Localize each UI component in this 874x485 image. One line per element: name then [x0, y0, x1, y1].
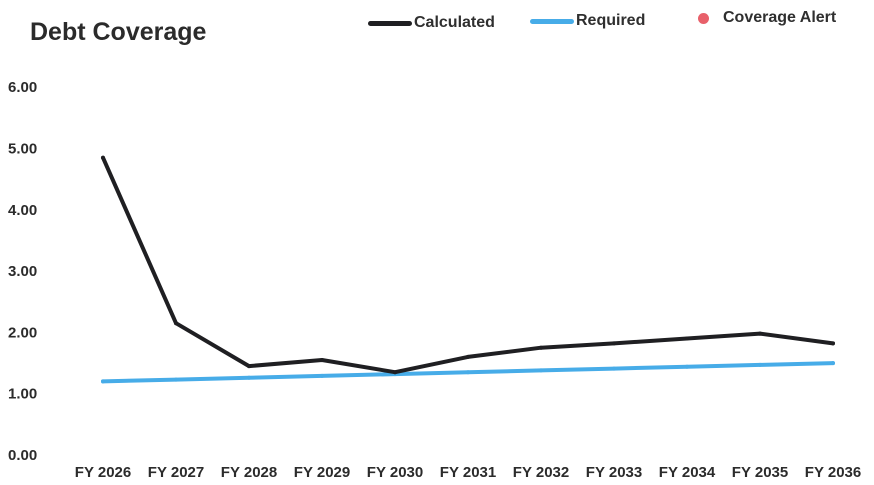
legend-label-required: Required — [576, 12, 646, 29]
x-tick-label: FY 2036 — [805, 464, 861, 481]
y-tick-label: 1.00 — [8, 386, 37, 403]
y-tick-label: 5.00 — [8, 141, 37, 158]
data-point-required — [247, 375, 251, 380]
x-tick-label: FY 2035 — [732, 464, 788, 481]
legend-label-coverage-alert: Coverage Alert — [723, 9, 837, 26]
data-point-required — [831, 361, 835, 366]
data-point-calculated — [685, 336, 689, 341]
y-tick-label: 0.00 — [8, 447, 37, 464]
data-point-calculated — [612, 341, 616, 346]
data-point-calculated — [174, 321, 178, 326]
x-tick-label: FY 2029 — [294, 464, 350, 481]
x-tick-label: FY 2027 — [148, 464, 204, 481]
data-point-calculated — [758, 331, 762, 336]
data-point-calculated — [393, 370, 397, 375]
legend-swatch-required — [530, 18, 574, 24]
data-point-calculated — [320, 358, 324, 362]
series-line-calculated — [101, 155, 835, 375]
data-point-required — [466, 370, 470, 375]
data-point-required — [539, 368, 543, 373]
legend-swatch-coverage-alert — [698, 12, 709, 24]
legend-swatch-calculated — [368, 20, 412, 26]
data-point-required — [758, 362, 762, 367]
data-point-calculated — [539, 345, 543, 350]
data-point-required — [685, 364, 689, 369]
y-tick-label: 2.00 — [8, 324, 37, 341]
y-tick-label: 4.00 — [8, 202, 37, 219]
x-tick-label: FY 2030 — [367, 464, 423, 481]
legend-item-required: Required — [530, 12, 645, 30]
data-point-required — [101, 379, 105, 384]
legend-label-calculated: Calculated — [414, 14, 495, 31]
data-point-calculated — [831, 341, 835, 346]
data-point-required — [320, 373, 324, 378]
legend: Calculated Required Coverage Alert — [360, 8, 860, 38]
y-tick-label: 6.00 — [8, 79, 37, 96]
data-point-required — [174, 377, 178, 382]
data-point-calculated — [101, 155, 105, 160]
data-point-calculated — [247, 364, 251, 369]
legend-item-coverage-alert: Coverage Alert — [698, 9, 836, 27]
x-tick-label: FY 2031 — [440, 464, 496, 481]
data-point-calculated — [466, 354, 470, 359]
y-tick-label: 3.00 — [8, 263, 37, 280]
x-tick-label: FY 2033 — [586, 464, 642, 481]
chart-title: Debt Coverage — [30, 18, 207, 46]
x-tick-label: FY 2028 — [221, 464, 277, 481]
x-tick-label: FY 2034 — [659, 464, 716, 481]
x-tick-label: FY 2026 — [75, 464, 131, 481]
x-tick-label: FY 2032 — [513, 464, 569, 481]
data-point-required — [612, 366, 616, 371]
legend-item-calculated: Calculated — [368, 14, 495, 32]
